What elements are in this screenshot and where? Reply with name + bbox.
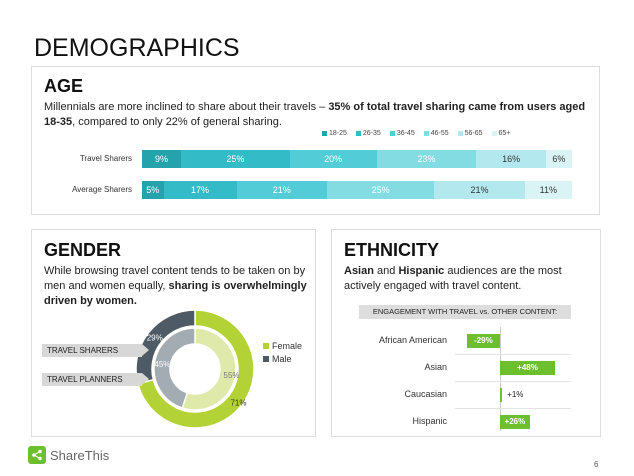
age-desc-tail: , compared to only 22% of general sharin…: [72, 116, 282, 128]
age-desc-highlight: 35% of total travel sharing came from us…: [44, 101, 586, 128]
age-segment-36-45: 21%: [236, 181, 327, 199]
age-segment-26-35: 17%: [163, 181, 237, 199]
age-row-label: Average Sharers: [72, 185, 132, 194]
ethnicity-gridline: [455, 381, 571, 382]
ethnicity-desc-tail: audiences are the most actively engaged …: [344, 265, 562, 292]
ethnicity-card: ETHNICITY Asian and Hispanic audiences a…: [331, 229, 601, 437]
ethnicity-desc-and: and: [373, 265, 399, 277]
gender-legend-label: Male: [272, 354, 292, 364]
legend-label: 36-45: [396, 130, 415, 137]
page-title: DEMOGRAPHICS: [34, 34, 240, 62]
legend-item-26-35: 26-35: [355, 130, 381, 137]
engagement-table-heading: ENGAGEMENT WITH TRAVEL vs. OTHER CONTENT…: [359, 305, 571, 319]
gender-heading: GENDER: [44, 240, 122, 260]
ethnicity-bar: -29%: [466, 334, 500, 348]
legend-swatch: [355, 131, 361, 136]
sharethis-logo: ShareThis: [28, 446, 109, 464]
legend-swatch: [423, 131, 429, 136]
age-desc-text: Millennials are more inclined to share a…: [44, 101, 329, 113]
legend-item-36-45: 36-45: [389, 130, 415, 137]
age-segment-26-35: 25%: [181, 150, 290, 168]
share-icon: [28, 446, 46, 464]
gender-desc-highlight: sharing is overwhelmingly driven by wome…: [44, 280, 307, 307]
gender-legend-swatch: [263, 343, 269, 349]
age-segment-65+: 11%: [524, 181, 572, 199]
ethnicity-gridline: [455, 408, 571, 409]
ethnicity-row-label: Caucasian: [404, 389, 447, 399]
legend-swatch: [322, 131, 327, 136]
legend-item-65+: 65+: [491, 130, 511, 137]
age-segment-36-45: 20%: [289, 150, 377, 168]
legend-item-56-65: 56-65: [457, 130, 483, 137]
ethnicity-bar: +26%: [500, 415, 530, 429]
brand-name: ShareThis: [50, 447, 110, 463]
age-row-label: Travel Sharers: [79, 154, 132, 163]
legend-swatch: [389, 131, 395, 136]
page-number: 6: [594, 460, 599, 469]
travel-planners-label: TRAVEL PLANNERS: [42, 373, 149, 386]
age-bar: 5% 17% 21% 25% 21% 11%: [142, 181, 572, 199]
gender-legend-item: Female: [263, 341, 302, 351]
legend-swatch: [457, 131, 463, 136]
age-segment-65+: 6%: [545, 150, 572, 168]
age-segment-18-25: 5%: [142, 181, 164, 199]
ethnicity-row-label: Asian: [424, 362, 447, 372]
gender-legend-swatch: [263, 356, 269, 362]
gender-legend-label: Female: [272, 341, 303, 351]
ethnicity-bar: [500, 388, 502, 402]
legend-label: 26-35: [362, 130, 381, 137]
legend-label: 46-55: [430, 130, 449, 137]
gender-legend-item: Male: [263, 354, 292, 364]
ethnicity-desc-hispanic: Hispanic: [398, 265, 445, 277]
age-segment-56-65: 16%: [476, 150, 546, 168]
age-legend: 18-25 26-35 36-45 46-55 56-65 65+: [322, 130, 510, 137]
ethnicity-row-label: African American: [378, 335, 447, 345]
gender-description: While browsing travel content tends to b…: [44, 264, 312, 309]
age-segment-46-55: 23%: [376, 150, 477, 168]
legend-item-18-25: 18-25: [322, 130, 347, 137]
gender-desc-text: While browsing travel content tends to b…: [44, 265, 306, 292]
age-segment-18-25: 9%: [142, 150, 182, 168]
ethnicity-desc-asian: Asian: [344, 265, 374, 277]
travel-sharers-label: TRAVEL SHARERS: [42, 344, 149, 357]
legend-label: 18-25: [329, 130, 347, 137]
ethnicity-zero-axis: [500, 327, 501, 431]
legend-label: 65+: [498, 130, 511, 137]
legend-item-46-55: 46-55: [423, 130, 449, 137]
ethnicity-heading: ETHNICITY: [344, 240, 440, 260]
legend-swatch: [491, 131, 497, 136]
age-segment-46-55: 25%: [326, 181, 435, 199]
ethnicity-bar: +48%: [500, 361, 555, 375]
age-heading: AGE: [44, 76, 84, 96]
age-description: Millennials are more inclined to share a…: [44, 100, 592, 130]
ethnicity-description: Asian and Hispanic audiences are the mos…: [344, 264, 594, 294]
ethnicity-bar-label: +1%: [507, 390, 524, 399]
ethnicity-row-label: Hispanic: [412, 416, 447, 426]
gender-card: GENDER While browsing travel content ten…: [31, 229, 316, 437]
age-bar: 9% 25% 20% 23% 16% 6%: [142, 150, 572, 168]
age-segment-56-65: 21%: [434, 181, 525, 199]
ethnicity-gridline: [455, 354, 571, 355]
legend-label: 56-65: [464, 130, 483, 137]
